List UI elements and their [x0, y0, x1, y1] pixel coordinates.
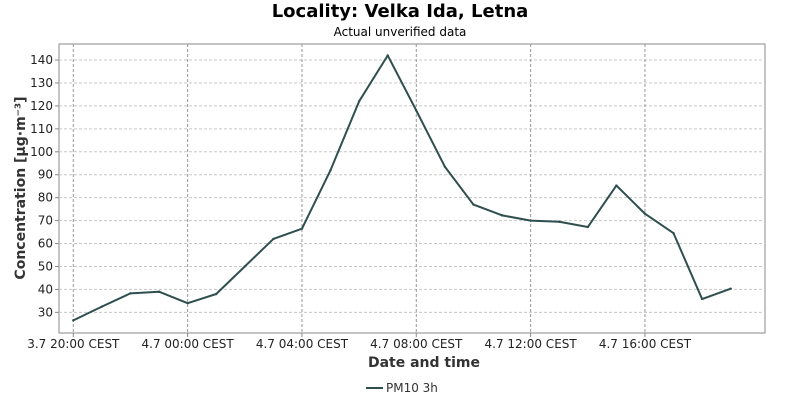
data-point — [700, 297, 704, 301]
data-point — [415, 109, 418, 112]
y-tick-label: 110 — [30, 122, 53, 136]
data-point — [500, 214, 504, 217]
data-point — [300, 227, 304, 230]
y-tick-label: 60 — [38, 237, 53, 251]
x-grid — [72, 44, 646, 333]
data-point — [72, 319, 75, 322]
data-point — [672, 232, 675, 235]
y-tick-label: 40 — [38, 282, 53, 296]
data-point — [215, 292, 218, 296]
y-tick-label: 100 — [30, 145, 53, 159]
y-axis-ticks: 30 40 50 60 70 80 90 100 110 120 130 140 — [30, 53, 59, 319]
x-tick-label: 4.7 12:00 CEST — [485, 337, 578, 351]
y-tick-label: 80 — [38, 191, 53, 205]
data-point — [357, 100, 361, 103]
data-point — [472, 203, 475, 206]
y-tick-label: 140 — [30, 53, 53, 67]
y-tick-label: 30 — [38, 305, 53, 319]
data-point — [329, 168, 332, 172]
data-point — [443, 165, 447, 168]
data-point — [100, 305, 104, 308]
data-point — [243, 265, 246, 268]
x-tick-label: 3.7 20:00 CEST — [27, 337, 120, 351]
x-axis-ticks: 3.7 20:00 CEST 4.7 00:00 CEST 4.7 04:00 CE… — [27, 333, 692, 351]
chart-title: Locality: Velka Ida, Letna — [271, 1, 529, 22]
y-tick-label: 120 — [30, 99, 53, 113]
data-point — [386, 54, 389, 57]
y-tick-label: 90 — [38, 168, 53, 182]
x-tick-label: 4.7 16:00 CEST — [599, 337, 692, 351]
data-point — [615, 184, 618, 187]
data-point — [157, 290, 161, 293]
y-tick-label: 50 — [38, 259, 53, 273]
y-tick-label: 70 — [38, 214, 53, 228]
x-tick-label: 4.7 04:00 CEST — [256, 337, 349, 351]
data-point — [558, 220, 561, 223]
y-grid — [59, 59, 765, 313]
series-line-pm10 — [72, 54, 732, 322]
plot-area — [58, 43, 766, 334]
data-point — [643, 212, 647, 215]
data-point — [272, 237, 275, 241]
chart-subtitle: Actual unverified data — [333, 25, 467, 39]
legend: PM10 3h — [366, 381, 438, 395]
x-axis-title: Date and time — [368, 355, 480, 371]
x-tick-label: 4.7 08:00 CEST — [370, 337, 463, 351]
data-point — [129, 292, 132, 295]
y-axis-title: Concentration [µg·m⁻³] — [13, 96, 29, 279]
data-point — [729, 287, 732, 290]
x-tick-label: 4.7 00:00 CEST — [142, 337, 235, 351]
series-layer — [72, 54, 732, 322]
data-point — [186, 301, 189, 305]
data-point — [586, 225, 589, 229]
legend-label-pm10: PM10 3h — [386, 381, 438, 395]
data-point — [529, 219, 532, 222]
y-tick-label: 130 — [30, 76, 53, 90]
